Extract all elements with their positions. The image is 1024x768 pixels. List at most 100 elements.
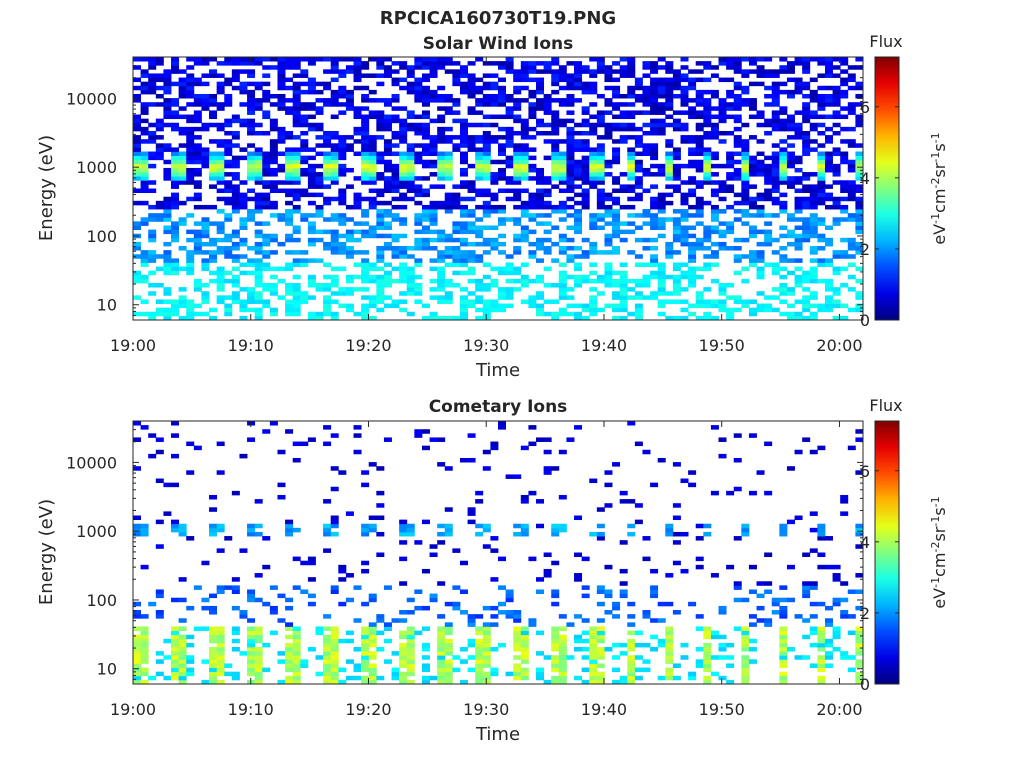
spectrogram-cell bbox=[665, 184, 674, 189]
spectrogram-cell bbox=[786, 69, 795, 74]
spectrogram-cell bbox=[254, 655, 263, 660]
spectrogram-cell bbox=[376, 246, 385, 251]
spectrogram-cell bbox=[444, 159, 453, 165]
spectrogram-cell bbox=[642, 610, 651, 615]
spectrogram-cell bbox=[285, 262, 294, 267]
spectrogram-cell bbox=[178, 167, 187, 173]
spectrogram-cell bbox=[444, 642, 453, 648]
spectrogram-cell bbox=[429, 200, 438, 206]
plot-frame bbox=[132, 56, 864, 321]
spectrogram-cell bbox=[642, 188, 651, 194]
spectrogram-cell bbox=[155, 57, 164, 62]
spectrogram-cell bbox=[323, 184, 332, 189]
spectrogram-cell bbox=[231, 638, 240, 644]
spectrogram-cell bbox=[163, 143, 172, 148]
spectrogram-cell bbox=[216, 250, 225, 255]
spectrogram-cell bbox=[414, 93, 423, 99]
spectrogram-cell bbox=[368, 139, 377, 144]
spectrogram-cell bbox=[634, 254, 643, 259]
spectrogram-cell bbox=[292, 102, 301, 107]
spectrogram-cell bbox=[292, 441, 301, 447]
spectrogram-cell bbox=[779, 110, 788, 115]
spectrogram-cell bbox=[817, 642, 826, 648]
spectrogram-cell bbox=[315, 315, 324, 321]
spectrogram-cell bbox=[741, 155, 750, 161]
spectrogram-cell bbox=[285, 57, 294, 62]
spectrogram-cell bbox=[832, 172, 841, 177]
spectrogram-cell bbox=[186, 655, 195, 660]
spectrogram-cell bbox=[262, 155, 271, 161]
spectrogram-cell bbox=[482, 200, 491, 206]
spectrogram-cell bbox=[361, 630, 370, 636]
spectrogram-cell bbox=[642, 85, 651, 91]
spectrogram-cell bbox=[140, 626, 149, 631]
spectrogram-cell bbox=[148, 291, 157, 296]
spectrogram-cell bbox=[642, 283, 651, 288]
spectrogram-cell bbox=[513, 610, 522, 615]
spectrogram-cell bbox=[155, 151, 164, 157]
spectrogram-cell bbox=[558, 139, 567, 144]
spectrogram-cell bbox=[574, 552, 583, 558]
spectrogram-cell bbox=[216, 81, 225, 87]
spectrogram-cell bbox=[642, 151, 651, 157]
spectrogram-cell bbox=[171, 262, 180, 267]
spectrogram-cell bbox=[269, 266, 278, 272]
spectrogram-cell bbox=[627, 184, 636, 189]
spectrogram-cell bbox=[802, 437, 811, 442]
spectrogram-cell bbox=[216, 163, 225, 169]
spectrogram-cell bbox=[551, 118, 560, 124]
spectrogram-cell bbox=[847, 254, 856, 259]
spectrogram-cell bbox=[513, 474, 522, 479]
spectrogram-cell bbox=[528, 110, 537, 115]
spectrogram-cell bbox=[703, 642, 712, 648]
spectrogram-cell bbox=[140, 180, 149, 185]
spectrogram-cell bbox=[231, 209, 240, 214]
spectrogram-cell bbox=[551, 176, 560, 181]
spectrogram-cell bbox=[353, 126, 362, 132]
spectrogram-cell bbox=[368, 299, 377, 304]
spectrogram-cell bbox=[277, 217, 286, 222]
spectrogram-cell bbox=[368, 630, 377, 636]
spectrogram-cell bbox=[809, 311, 818, 317]
spectrogram-cell bbox=[300, 147, 309, 152]
spectrogram-cell bbox=[817, 531, 826, 537]
spectrogram-cell bbox=[193, 180, 202, 185]
spectrogram-cell bbox=[513, 89, 522, 95]
spectrogram-cell bbox=[627, 679, 636, 685]
spectrogram-cell bbox=[589, 241, 598, 247]
spectrogram-cell bbox=[520, 155, 529, 161]
spectrogram-cell bbox=[536, 221, 545, 226]
spectrogram-cell bbox=[855, 605, 864, 611]
spectrogram-cell bbox=[262, 287, 271, 292]
spectrogram-cell bbox=[513, 147, 522, 152]
spectrogram-cell bbox=[498, 77, 506, 83]
spectrogram-cell bbox=[148, 102, 157, 107]
spectrogram-cell bbox=[323, 634, 332, 640]
spectrogram-cell bbox=[634, 295, 643, 300]
colorbar-title: Flux bbox=[869, 396, 902, 415]
spectrogram-cell bbox=[619, 278, 628, 284]
spectrogram-cell bbox=[345, 167, 354, 173]
spectrogram-cell bbox=[779, 679, 788, 685]
spectrogram-cell bbox=[513, 188, 522, 194]
spectrogram-cell bbox=[231, 196, 240, 202]
spectrogram-cell bbox=[171, 642, 180, 648]
spectrogram-cell bbox=[543, 192, 552, 198]
spectrogram-cell bbox=[383, 626, 392, 631]
colorbar-gradient bbox=[874, 420, 900, 685]
spectrogram-cell bbox=[817, 667, 826, 673]
spectrogram-cell bbox=[475, 287, 484, 292]
spectrogram-cell bbox=[817, 552, 826, 558]
spectrogram-cell bbox=[672, 233, 681, 239]
spectrogram-cell bbox=[254, 647, 263, 652]
spectrogram-cell bbox=[505, 139, 514, 144]
spectrogram-cell bbox=[650, 204, 659, 210]
spectrogram-cell bbox=[817, 303, 826, 309]
spectrogram-cell bbox=[459, 81, 468, 87]
spectrogram-cell bbox=[589, 299, 598, 304]
spectrogram-cell bbox=[596, 167, 605, 173]
spectrogram-cell bbox=[581, 69, 590, 74]
spectrogram-cell bbox=[163, 225, 172, 230]
spectrogram-cell bbox=[733, 295, 742, 300]
spectrogram-cell bbox=[437, 258, 446, 263]
